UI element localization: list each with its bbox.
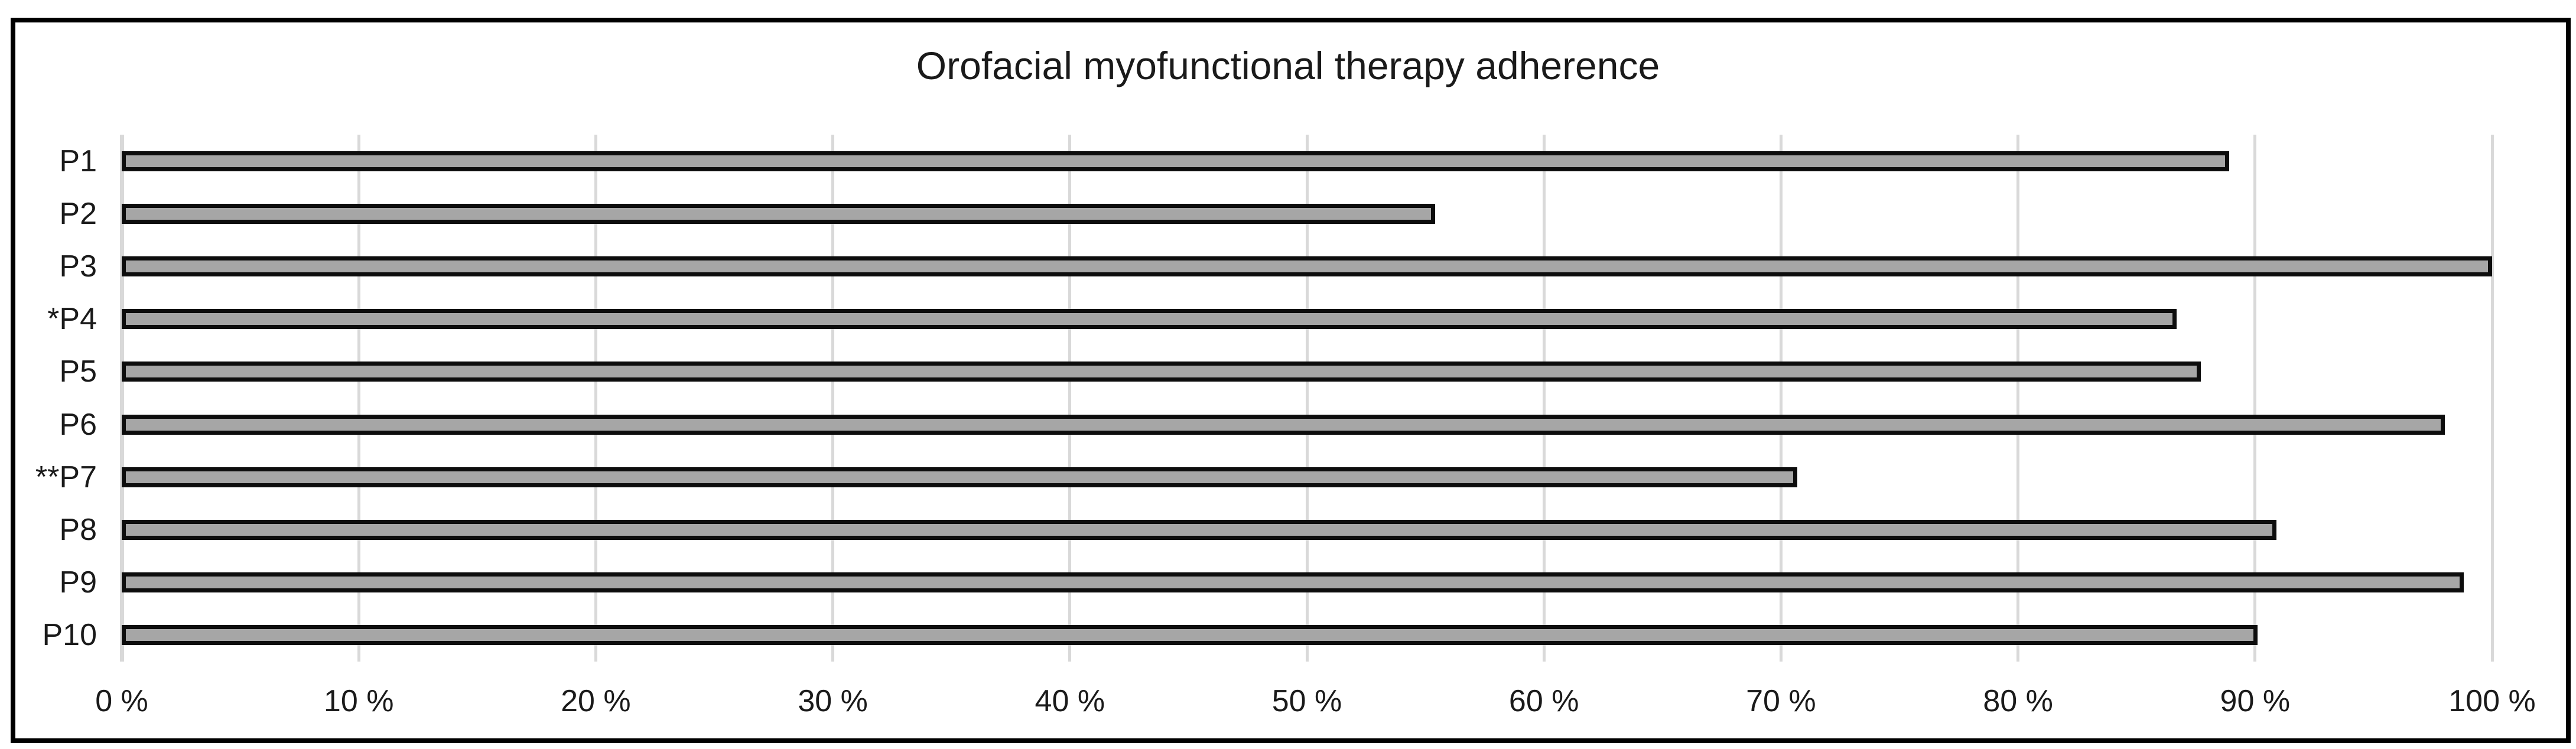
gridline (1542, 135, 1546, 662)
category-label: P9 (59, 565, 97, 600)
category-label: P5 (59, 354, 97, 389)
x-tick-label: 70 % (1746, 684, 1816, 718)
x-tick-label: 80 % (1983, 684, 2053, 718)
gridline (1068, 135, 1072, 662)
gridline (2490, 135, 2494, 662)
gridline (357, 135, 360, 662)
category-label: P10 (42, 618, 97, 653)
bar-P8 (122, 520, 2276, 540)
bar-P2 (122, 203, 1435, 224)
bar-P4 (122, 309, 2177, 330)
y-axis-line (119, 135, 124, 662)
x-tick-label: 90 % (2220, 684, 2291, 718)
gridline (1305, 135, 1309, 662)
category-label: P2 (59, 196, 97, 231)
x-tick-label: 60 % (1508, 684, 1579, 718)
gridline (2253, 135, 2257, 662)
category-label: *P4 (47, 302, 97, 337)
bar-P1 (122, 151, 2229, 171)
category-label: P1 (59, 144, 97, 178)
x-tick-label: 10 % (323, 684, 394, 718)
gridline (1779, 135, 1783, 662)
x-tick-label: 40 % (1035, 684, 1105, 718)
x-tick-label: 50 % (1271, 684, 1342, 718)
x-tick-label: 30 % (798, 684, 868, 718)
category-label: P6 (59, 407, 97, 442)
bar-P3 (122, 256, 2492, 276)
bar-P10 (122, 625, 2258, 646)
bar-P5 (122, 362, 2201, 382)
category-label: P8 (59, 513, 97, 547)
chart-title: Orofacial myofunctional therapy adherenc… (916, 44, 1660, 87)
category-label: **P7 (35, 460, 97, 494)
gridline (594, 135, 597, 662)
x-tick-label: 0 % (95, 684, 148, 718)
bar-P6 (122, 414, 2445, 435)
gridline (2016, 135, 2020, 662)
x-tick-label: 20 % (561, 684, 631, 718)
category-label: P3 (59, 249, 97, 284)
gridline (831, 135, 835, 662)
bar-P9 (122, 572, 2464, 593)
bar-P7 (122, 467, 1798, 487)
x-tick-label: 100 % (2448, 684, 2536, 718)
